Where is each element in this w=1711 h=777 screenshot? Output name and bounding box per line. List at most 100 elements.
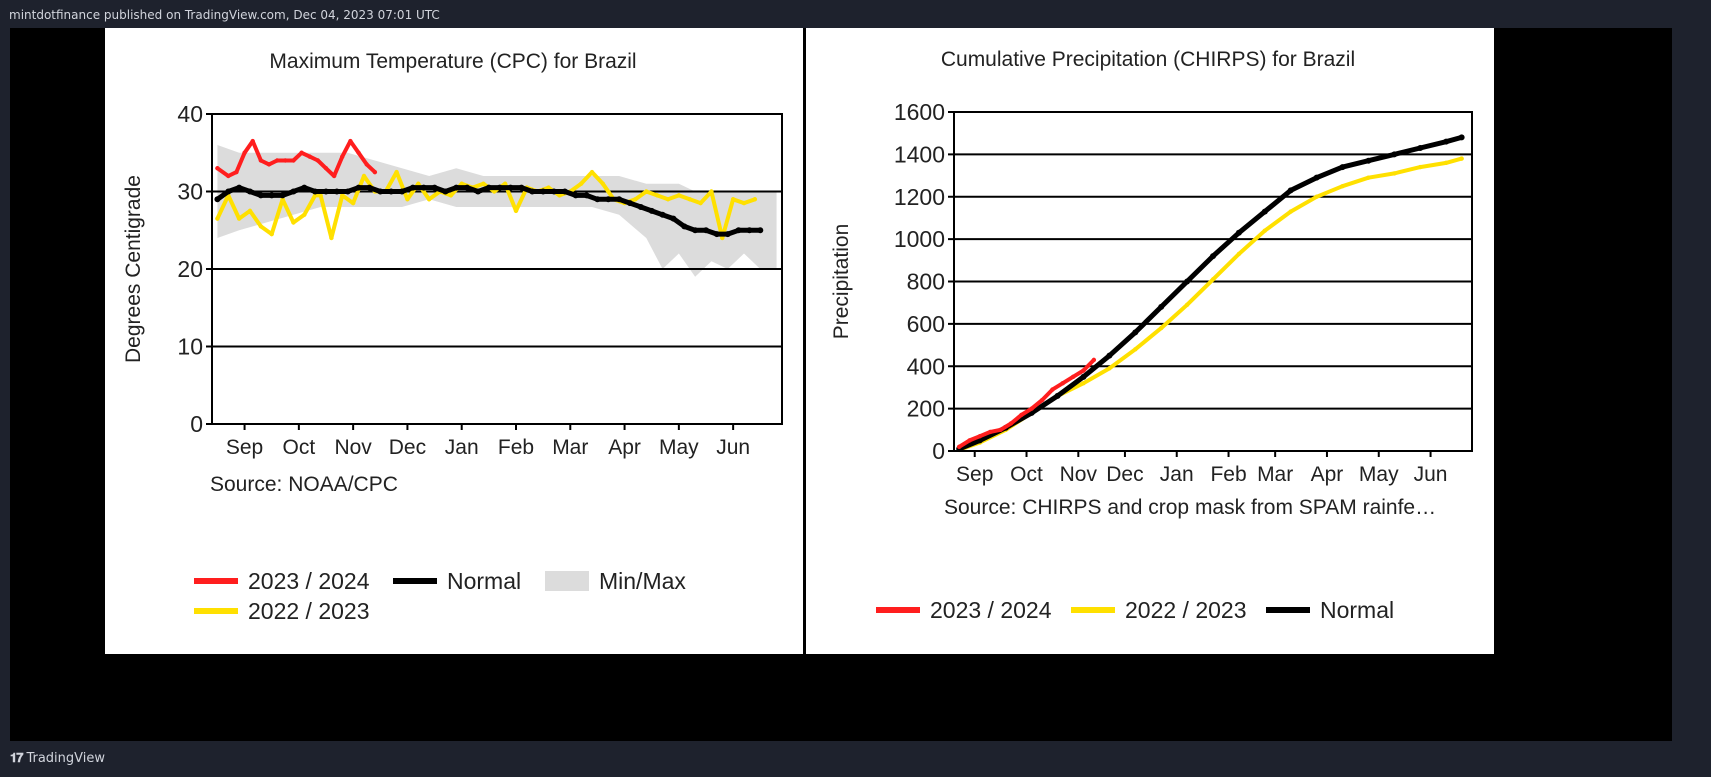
data-point — [361, 173, 367, 179]
chart-title: Cumulative Precipitation (CHIRPS) for Br… — [941, 48, 1355, 71]
data-point — [578, 181, 584, 186]
data-point — [1443, 160, 1449, 166]
data-point — [302, 212, 307, 217]
data-point — [659, 211, 666, 218]
data-point — [312, 188, 319, 195]
data-point — [247, 208, 253, 214]
data-point — [340, 154, 345, 159]
data-point — [258, 224, 264, 229]
data-point — [258, 158, 264, 163]
data-point — [301, 184, 308, 191]
legend-label: 2023 / 2024 — [930, 597, 1052, 623]
data-point — [1314, 194, 1319, 199]
data-point — [291, 158, 296, 163]
data-point — [266, 162, 272, 167]
data-point — [279, 192, 286, 199]
data-point — [1261, 208, 1268, 215]
data-point — [1184, 278, 1191, 285]
data-point — [442, 188, 449, 195]
data-point — [1091, 357, 1097, 363]
data-point — [616, 196, 623, 203]
x-tick-label: Oct — [283, 436, 316, 459]
data-point — [283, 158, 288, 163]
data-point — [1070, 374, 1076, 380]
data-point — [644, 189, 649, 194]
data-point — [637, 204, 644, 210]
data-point — [698, 200, 703, 206]
data-point — [431, 184, 438, 191]
data-point — [1008, 421, 1014, 426]
chart-divider — [803, 28, 806, 654]
data-point — [1054, 392, 1061, 399]
min-max-band — [217, 145, 777, 277]
data-point — [1106, 352, 1113, 359]
precipitation-chart: Cumulative Precipitation (CHIRPS) for Br… — [830, 48, 1473, 623]
y-axis-label: Degrees Centigrade — [122, 175, 145, 363]
tradingview-logo-icon: 𝟏𝟕 — [10, 751, 24, 766]
data-point — [485, 184, 492, 191]
right-chart-background — [806, 28, 1494, 654]
data-point — [605, 196, 612, 203]
x-tick-label: Dec — [389, 436, 426, 459]
data-point — [318, 193, 323, 198]
chart-title: Maximum Temperature (CPC) for Brazil — [269, 50, 636, 73]
publish-info: mintdotfinance published on TradingView.… — [9, 8, 440, 22]
data-point — [459, 181, 464, 186]
y-tick-label: 1600 — [894, 99, 945, 125]
data-point — [1210, 277, 1216, 282]
data-point — [998, 427, 1003, 433]
data-point — [529, 188, 536, 195]
data-point — [687, 197, 692, 202]
data-point — [492, 189, 497, 194]
data-point — [502, 181, 508, 186]
data-point — [746, 227, 753, 234]
tradingview-footer[interactable]: 𝟏𝟕 TradingView — [10, 749, 105, 769]
data-point — [518, 184, 525, 191]
data-point — [291, 220, 296, 225]
charts-canvas: Maximum Temperature (CPC) for Brazil Degr… — [105, 28, 1494, 654]
data-point — [1458, 134, 1465, 141]
data-point — [654, 193, 660, 198]
data-point — [372, 169, 378, 175]
legend-label: Normal — [1320, 597, 1394, 623]
data-point — [561, 188, 568, 195]
data-point — [323, 166, 329, 171]
data-point — [420, 184, 427, 191]
data-point — [627, 200, 633, 207]
data-point — [250, 138, 255, 144]
data-point — [388, 188, 395, 195]
data-point — [340, 193, 345, 198]
data-point — [364, 162, 369, 167]
data-point — [713, 231, 720, 238]
data-point — [215, 166, 220, 171]
footer-brand: TradingView — [26, 751, 106, 766]
data-point — [988, 429, 993, 435]
data-point — [956, 444, 962, 449]
data-point — [1081, 381, 1086, 386]
data-point — [709, 189, 714, 194]
data-point — [416, 181, 421, 186]
data-point — [1339, 164, 1346, 171]
data-point — [409, 184, 416, 191]
data-point — [513, 208, 519, 214]
data-point — [242, 150, 247, 155]
data-point — [594, 196, 601, 203]
data-point — [1210, 253, 1216, 260]
data-point — [333, 188, 340, 195]
data-point — [551, 188, 557, 195]
x-tick-label: Apr — [608, 436, 641, 459]
data-point — [247, 188, 253, 195]
x-tick-label: Nov — [334, 436, 372, 459]
legend-label: Min/Max — [599, 568, 686, 594]
data-point — [633, 197, 638, 202]
chart-stage: Maximum Temperature (CPC) for Brazil Degr… — [10, 28, 1672, 741]
data-point — [1392, 171, 1397, 176]
x-tick-label: Dec — [1106, 463, 1143, 486]
data-point — [1443, 138, 1450, 145]
data-point — [703, 227, 709, 234]
data-point — [1365, 157, 1372, 164]
data-point — [1313, 174, 1320, 181]
x-tick-label: Mar — [552, 436, 588, 459]
data-point — [977, 433, 983, 439]
data-point — [546, 185, 551, 190]
